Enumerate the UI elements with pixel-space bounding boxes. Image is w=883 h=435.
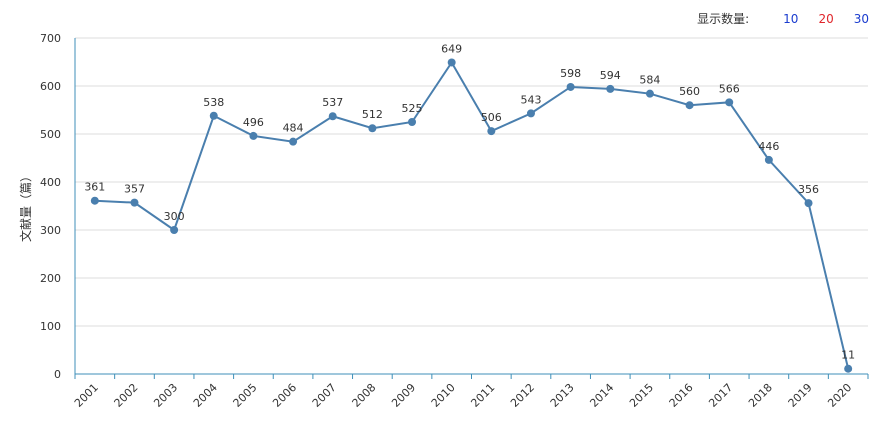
data-point-2012[interactable] [526,109,535,118]
data-label-2012: 543 [520,93,541,106]
data-point-2014[interactable] [606,84,615,93]
x-tick-label: 2015 [627,381,656,410]
data-label-2020: 11 [841,349,855,362]
data-label-2004: 538 [203,96,224,109]
data-label-2003: 300 [164,210,185,223]
y-tick-label: 200 [40,272,61,285]
y-axis-title: 文献量（篇） [18,170,33,242]
data-label-2014: 594 [600,69,621,82]
x-tick-label: 2013 [548,381,577,410]
data-label-2019: 356 [798,183,819,196]
data-point-2003[interactable] [170,226,179,234]
x-tick-label: 2006 [270,381,299,410]
x-tick-label: 2011 [468,381,497,410]
y-tick-label: 300 [40,224,61,237]
x-tick-label: 2002 [112,381,141,410]
data-label-2009: 525 [402,102,423,115]
x-tick-label: 2005 [231,381,260,410]
y-tick-label: 500 [40,128,61,141]
data-point-2019[interactable] [804,199,813,208]
data-label-2008: 512 [362,108,383,121]
x-tick-label: 2019 [786,381,815,410]
data-point-2004[interactable] [209,111,218,120]
data-point-2010[interactable] [447,58,456,67]
data-label-2007: 537 [322,96,343,109]
x-tick-label: 2009 [389,381,418,410]
data-label-2018: 446 [758,140,779,153]
data-point-2017[interactable] [725,98,734,107]
x-tick-label: 2010 [429,381,458,410]
data-label-2016: 560 [679,85,700,98]
data-labels: 361 357 300 538 496 484 537 512 525 649 506 543 598 5… [84,42,855,361]
x-tick-label: 2001 [72,381,101,410]
display-count-option-30[interactable]: 30 [853,11,869,26]
data-point-2018[interactable] [764,155,773,164]
x-tick-labels: 2001 2002 2003 2004 2005 2006 2007 2008 2009 2010… [72,381,854,410]
data-point-2015[interactable] [645,89,654,98]
data-point-2006[interactable] [289,137,298,146]
axes [74,38,869,379]
series-line [94,60,850,369]
series-line-path [94,60,850,369]
data-label-2006: 484 [283,122,304,135]
data-point-2013[interactable] [566,82,575,91]
x-tick-label: 2014 [587,381,616,410]
data-points [90,58,853,373]
data-point-2001[interactable] [90,196,99,205]
y-tick-label: 600 [40,80,61,93]
display-count-option-20[interactable]: 20 [818,11,834,26]
x-tick-label: 2004 [191,381,220,410]
data-point-2011[interactable] [487,127,496,136]
y-tick-label: 700 [40,32,61,45]
display-count-option-10[interactable]: 10 [783,11,799,26]
grid-lines [75,37,868,327]
x-tick-label: 2018 [746,381,775,410]
data-label-2001: 361 [84,181,105,194]
x-tick-label: 2003 [151,381,180,410]
data-point-2009[interactable] [408,118,417,126]
y-tick-label: 100 [40,320,61,333]
x-tick-label: 2012 [508,381,537,410]
x-tick-label: 2016 [667,381,696,410]
data-point-2008[interactable] [368,124,377,133]
data-label-2010: 649 [441,42,462,55]
display-count-controls: 显示数量: 10 20 30 [697,10,869,27]
y-tick-label: 0 [54,368,61,381]
data-label-2011: 506 [481,111,502,124]
data-point-2020[interactable] [844,364,853,373]
data-label-2002: 357 [124,183,145,196]
x-tick-label: 2020 [825,381,854,410]
data-point-2007[interactable] [328,112,337,121]
x-tick-label: 2007 [310,381,339,410]
data-point-2002[interactable] [130,198,139,207]
y-tick-label: 400 [40,176,61,189]
x-tick-label: 2008 [350,381,379,410]
x-tick-label: 2017 [706,381,735,410]
y-tick-labels: 0 100 200 300 400 500 600 700 [40,32,61,381]
data-label-2017: 566 [719,82,740,95]
data-label-2013: 598 [560,67,581,80]
data-point-2016[interactable] [685,101,694,110]
data-point-2005[interactable] [249,131,258,140]
data-label-2005: 496 [243,116,264,129]
display-count-label: 显示数量: [697,12,750,26]
data-label-2015: 584 [639,74,660,87]
